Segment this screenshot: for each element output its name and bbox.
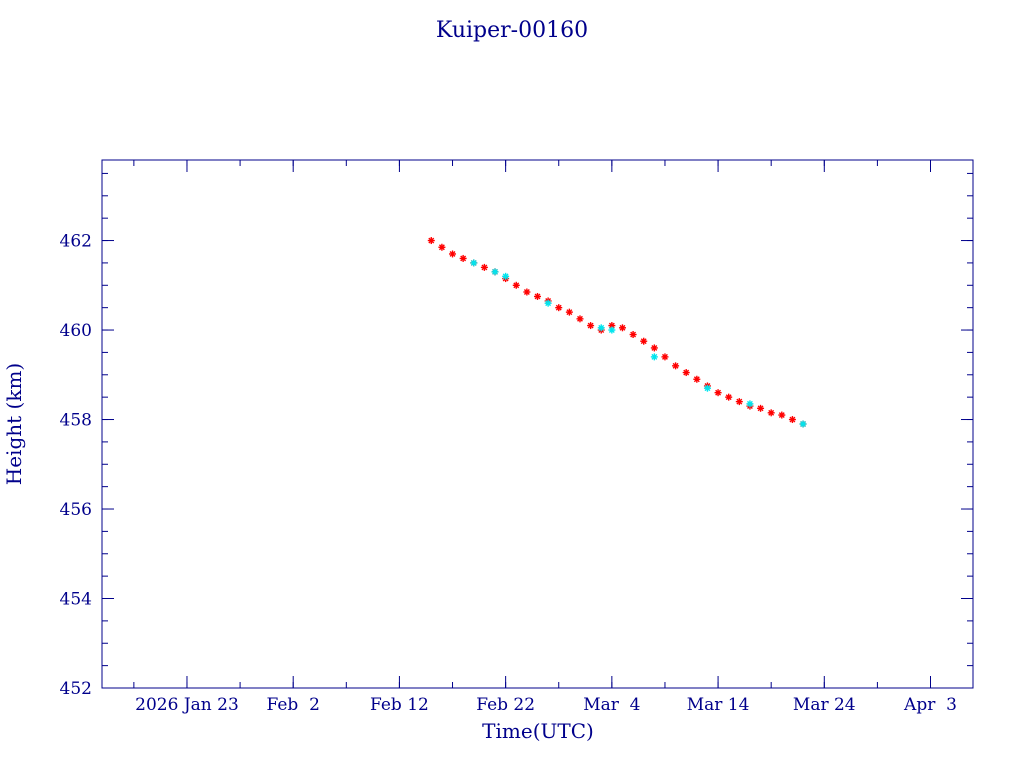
x-tick-label: 2026 Jan 23 bbox=[135, 695, 239, 715]
x-tick-label: Apr 3 bbox=[903, 695, 957, 715]
data-point bbox=[438, 243, 446, 251]
data-point bbox=[502, 272, 510, 280]
data-point bbox=[746, 400, 754, 408]
data-point bbox=[512, 281, 520, 289]
series-1 bbox=[470, 259, 807, 428]
series-0 bbox=[427, 237, 807, 428]
data-point bbox=[449, 250, 457, 258]
data-point bbox=[427, 237, 435, 245]
x-tick-label: Feb 2 bbox=[266, 695, 319, 715]
data-point bbox=[608, 326, 616, 334]
y-axis-ticks bbox=[102, 172, 973, 689]
data-series bbox=[427, 237, 807, 428]
y-tick-label: 460 bbox=[60, 321, 92, 341]
data-point bbox=[597, 324, 605, 332]
data-point bbox=[470, 259, 478, 267]
x-tick-label: Mar 24 bbox=[793, 695, 856, 715]
data-point bbox=[576, 315, 584, 323]
x-axis-tick-labels: 2026 Jan 23 Feb 2 Feb 12 Feb 22 Mar 4 Mar 14 M… bbox=[135, 695, 957, 715]
data-point bbox=[799, 420, 807, 428]
y-tick-label: 462 bbox=[60, 232, 92, 252]
x-axis-label: Time(UTC) bbox=[482, 719, 594, 743]
data-point bbox=[618, 324, 626, 332]
x-axis-ticks bbox=[133, 160, 932, 688]
data-point bbox=[703, 384, 711, 392]
data-point bbox=[778, 411, 786, 419]
data-point bbox=[480, 263, 488, 271]
data-point bbox=[555, 304, 563, 312]
data-point bbox=[459, 254, 467, 262]
data-point bbox=[587, 322, 595, 330]
data-point bbox=[672, 362, 680, 370]
data-point bbox=[714, 389, 722, 397]
data-point bbox=[534, 292, 541, 300]
data-point bbox=[735, 398, 743, 406]
data-point bbox=[650, 344, 658, 352]
y-tick-label: 452 bbox=[60, 679, 92, 699]
y-axis-label: Height (km) bbox=[2, 363, 26, 485]
y-tick-label: 456 bbox=[60, 500, 92, 520]
y-axis-tick-labels: 452 454 456 458 460 462 bbox=[60, 232, 92, 699]
data-point bbox=[565, 308, 573, 316]
y-tick-label: 458 bbox=[60, 411, 92, 431]
data-point bbox=[767, 409, 775, 417]
data-point bbox=[629, 331, 637, 339]
x-tick-label: Mar 4 bbox=[583, 695, 640, 715]
plot-frame bbox=[101, 159, 974, 689]
data-point bbox=[523, 288, 531, 296]
data-point bbox=[491, 268, 499, 276]
data-point bbox=[725, 393, 733, 401]
data-point bbox=[693, 375, 701, 383]
data-point bbox=[640, 337, 648, 345]
y-tick-label: 454 bbox=[60, 590, 92, 610]
chart-title: Kuiper-00160 bbox=[436, 18, 588, 43]
x-tick-label: Feb 22 bbox=[476, 695, 535, 715]
data-point bbox=[544, 299, 552, 307]
data-point bbox=[650, 353, 658, 361]
data-point bbox=[661, 353, 669, 361]
x-tick-label: Mar 14 bbox=[687, 695, 750, 715]
data-point bbox=[757, 404, 765, 412]
data-point bbox=[682, 369, 690, 377]
data-point bbox=[788, 416, 796, 424]
x-tick-label: Feb 12 bbox=[370, 695, 429, 715]
